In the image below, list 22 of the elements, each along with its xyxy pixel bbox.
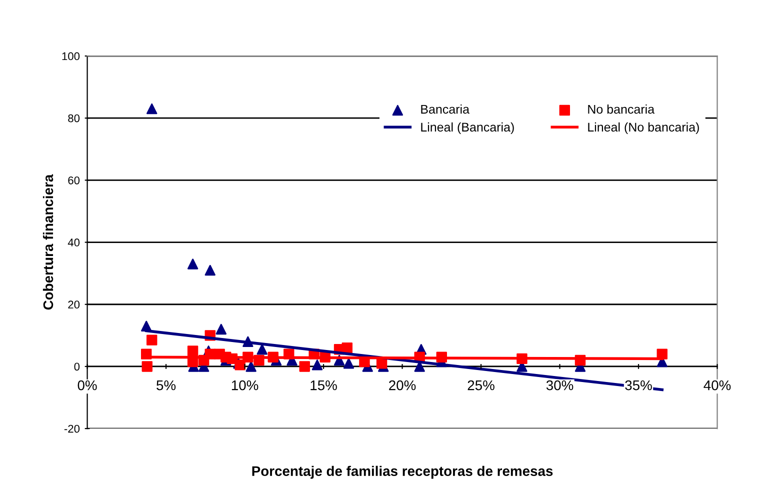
x-tick-label: 35% bbox=[625, 380, 652, 390]
y-axis-title: Cobertura financiera bbox=[42, 174, 54, 310]
y-tick-label: 0 bbox=[74, 362, 80, 371]
legend-label: Lineal (No bancaria) bbox=[588, 122, 699, 134]
legend-label: Lineal (Bancaria) bbox=[421, 122, 514, 134]
legend-label: No bancaria bbox=[588, 104, 655, 114]
x-tick-label: 20% bbox=[389, 380, 416, 390]
legend-label: Bancaria bbox=[421, 104, 470, 114]
y-tick-label: 60 bbox=[68, 176, 80, 184]
x-tick-label: 30% bbox=[546, 380, 574, 390]
x-tick-label: 25% bbox=[468, 380, 494, 390]
x-tick-label: 15% bbox=[310, 380, 337, 390]
y-tick-label: 40 bbox=[68, 238, 80, 246]
y-tick-label: 80 bbox=[68, 114, 80, 122]
x-tick-label: 0% bbox=[78, 380, 97, 390]
x-tick-label: 5% bbox=[156, 380, 176, 390]
y-tick-label: 20 bbox=[68, 300, 80, 309]
y-tick-label: -20 bbox=[64, 424, 80, 433]
x-tick-label: 10% bbox=[232, 380, 258, 390]
x-axis-title: Porcentaje de familias receptoras de remesas bbox=[252, 466, 553, 479]
x-tick-label: 40% bbox=[704, 380, 731, 390]
y-tick-label: 100 bbox=[62, 52, 80, 60]
